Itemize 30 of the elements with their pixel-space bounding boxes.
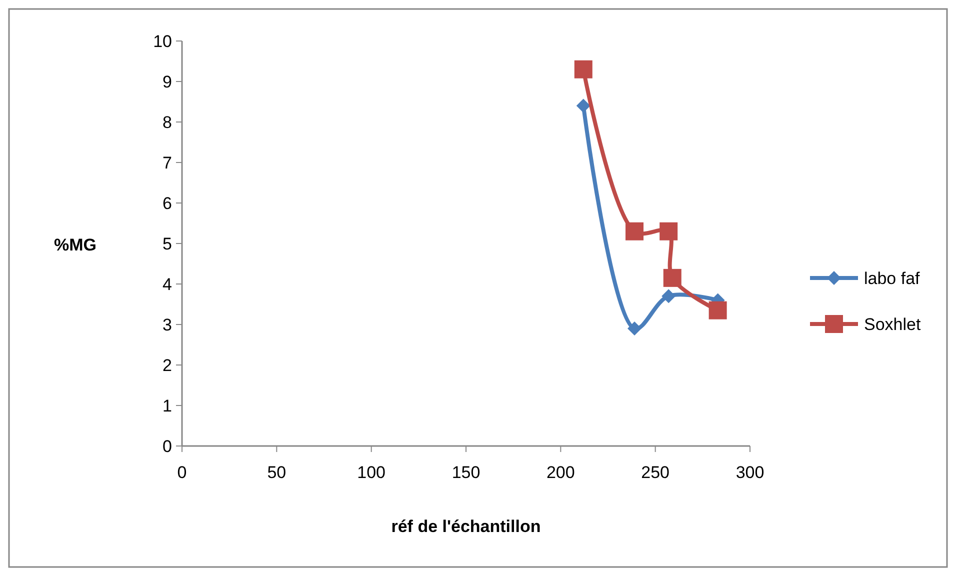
point xyxy=(662,289,676,304)
y-tick-label: 7 xyxy=(162,154,172,172)
y-tick-label: 1 xyxy=(162,396,172,416)
point xyxy=(628,322,642,336)
y-tick-label: 9 xyxy=(162,72,172,92)
legend-label: Soxhlet xyxy=(864,315,921,334)
y-tick-label: 2 xyxy=(162,356,172,375)
x-tick-label: 150 xyxy=(452,463,480,482)
x-tick-label: 300 xyxy=(736,463,764,482)
point xyxy=(576,98,590,113)
x-tick-label: 100 xyxy=(357,463,386,482)
x-tick-label: 250 xyxy=(641,463,670,482)
y-tick-label: 5 xyxy=(162,234,172,254)
x-tick-label: 50 xyxy=(267,463,286,482)
y-tick-label: 3 xyxy=(162,316,172,334)
x-tick-label: 0 xyxy=(177,463,187,482)
y-tick-label: 8 xyxy=(162,113,172,132)
point xyxy=(663,268,682,287)
point xyxy=(708,301,727,320)
x-axis-title: réf de l'échantillon xyxy=(391,517,541,536)
legend-label: labo faf xyxy=(864,269,920,288)
point xyxy=(574,60,592,78)
y-axis-title: %MG xyxy=(54,236,96,254)
y-tick-label: 4 xyxy=(162,275,172,294)
point xyxy=(660,222,678,240)
point xyxy=(626,222,644,240)
y-tick-label: 0 xyxy=(162,437,172,456)
x-tick-label: 200 xyxy=(546,463,575,482)
y-tick-label: 10 xyxy=(153,32,172,51)
y-tick-label: 6 xyxy=(162,194,172,213)
